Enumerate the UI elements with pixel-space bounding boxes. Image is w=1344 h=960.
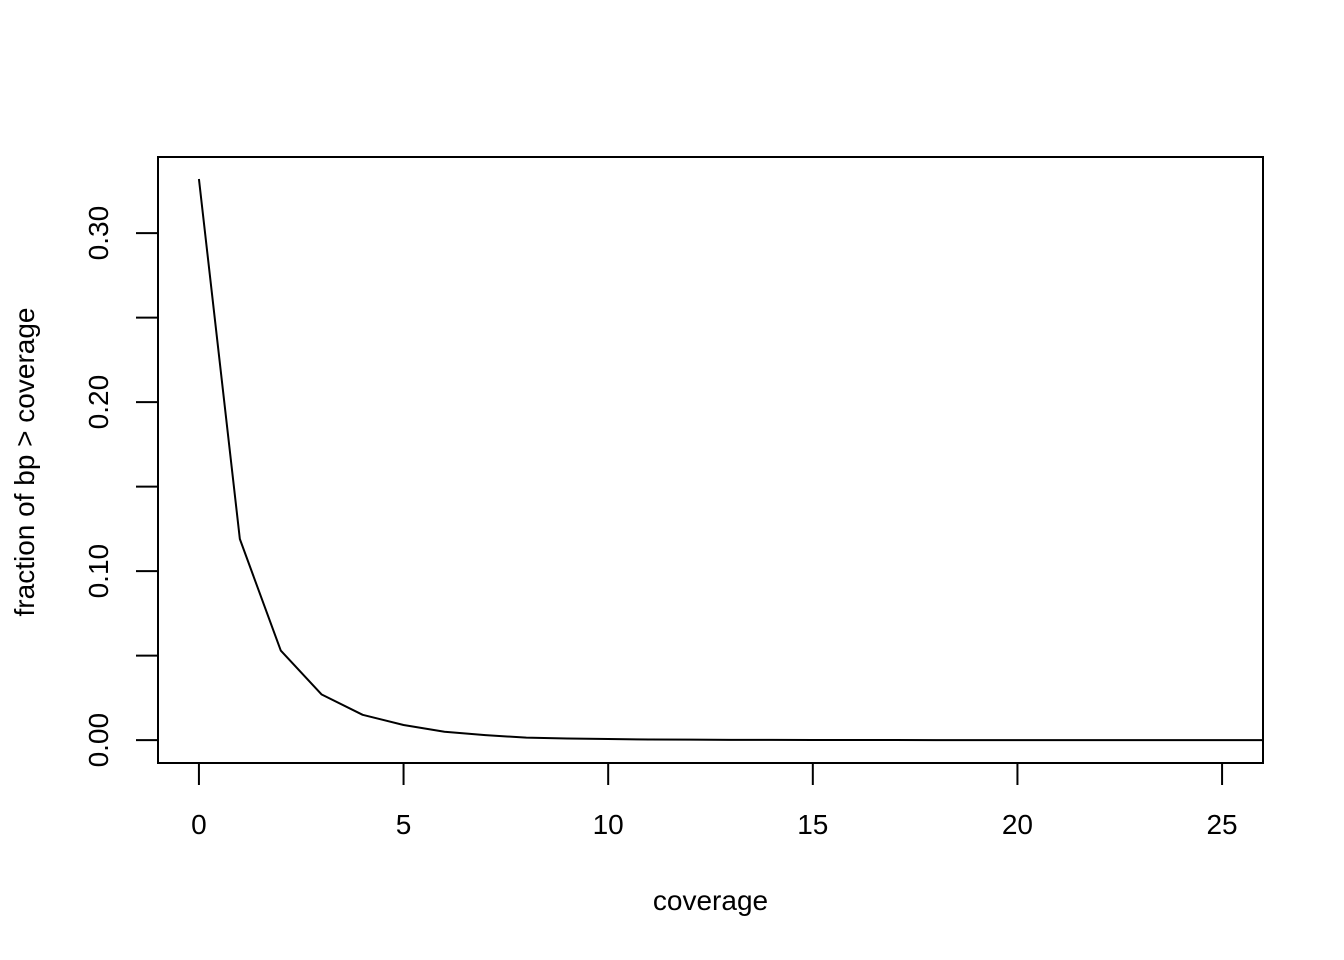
x-tick-label: 20 [1002, 809, 1033, 840]
x-axis: 0 5 10 15 20 25 [191, 762, 1238, 840]
y-axis: 0.00 0.10 0.20 0.30 [83, 206, 159, 768]
x-axis-title: coverage [653, 885, 768, 916]
series-line [197, 178, 1263, 742]
y-tick-label: 0.30 [83, 206, 114, 261]
y-tick-label: 0.20 [83, 375, 114, 430]
y-tick-label: 0.10 [83, 544, 114, 599]
y-tick-label: 0.00 [83, 713, 114, 768]
y-axis-title: fraction of bp > coverage [9, 308, 40, 617]
x-tick-label: 10 [593, 809, 624, 840]
series-layer [197, 178, 1263, 742]
x-tick-label: 25 [1206, 809, 1237, 840]
x-tick-label: 5 [396, 809, 412, 840]
x-tick-label: 0 [191, 809, 207, 840]
plot-frame [157, 156, 1264, 764]
x-tick-label: 15 [797, 809, 828, 840]
